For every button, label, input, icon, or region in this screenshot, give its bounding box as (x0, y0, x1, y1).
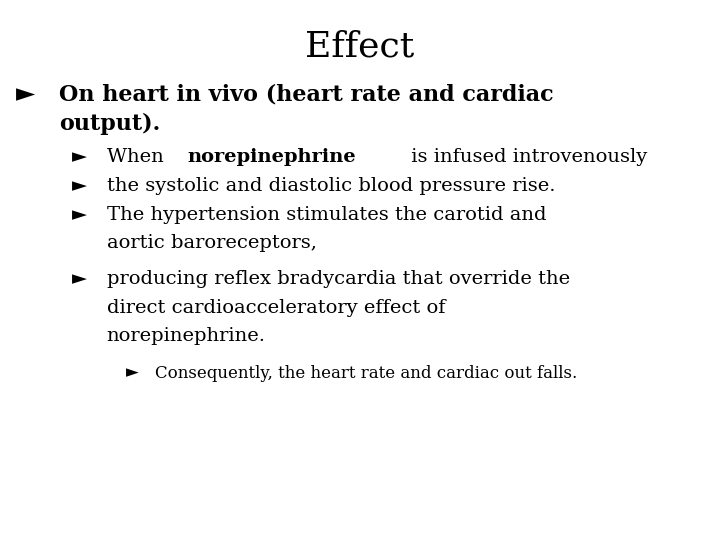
Text: When: When (107, 148, 170, 166)
Text: ►: ► (72, 206, 87, 224)
Text: output).: output). (59, 113, 161, 136)
Text: aortic baroreceptors,: aortic baroreceptors, (107, 234, 316, 252)
Text: ►: ► (72, 148, 87, 166)
Text: norepinephrine.: norepinephrine. (107, 327, 266, 345)
Text: Effect: Effect (305, 30, 415, 64)
Text: norepinephrine: norepinephrine (188, 148, 356, 166)
Text: ►: ► (16, 84, 35, 107)
Text: ►: ► (72, 270, 87, 288)
Text: ►: ► (126, 364, 139, 381)
Text: The hypertension stimulates the carotid and: The hypertension stimulates the carotid … (107, 206, 546, 224)
Text: direct cardioacceleratory effect of: direct cardioacceleratory effect of (107, 299, 445, 316)
Text: producing reflex bradycardia that override the: producing reflex bradycardia that overri… (107, 270, 570, 288)
Text: Consequently, the heart rate and cardiac out falls.: Consequently, the heart rate and cardiac… (155, 364, 577, 381)
Text: is infused introvenously: is infused introvenously (405, 148, 648, 166)
Text: On heart in vivo (heart rate and cardiac: On heart in vivo (heart rate and cardiac (59, 84, 554, 106)
Text: the systolic and diastolic blood pressure rise.: the systolic and diastolic blood pressur… (107, 177, 555, 195)
Text: ►: ► (72, 177, 87, 195)
